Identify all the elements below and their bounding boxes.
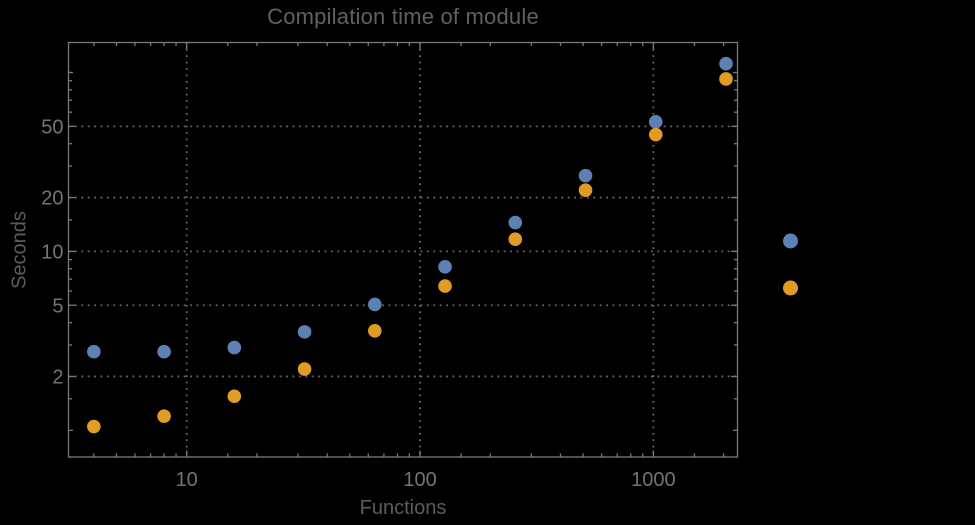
data-point-orange [648, 127, 663, 142]
legend-marker-blue [783, 233, 798, 249]
x-tick-label: 100 [403, 469, 436, 491]
data-point-blue [157, 344, 171, 359]
data-point-blue [227, 340, 242, 355]
y-tick-label: 50 [41, 116, 63, 138]
data-point-orange [368, 323, 382, 338]
data-point-orange [297, 362, 312, 376]
x-tick-label: 10 [176, 469, 198, 491]
x-tick-label: 1000 [631, 469, 676, 491]
data-point-orange [157, 409, 171, 423]
data-point-orange [87, 419, 101, 434]
data-point-blue [297, 325, 312, 339]
y-tick-label: 10 [41, 241, 63, 263]
data-point-blue [438, 260, 452, 274]
data-point-orange [438, 279, 452, 293]
data-point-blue [508, 215, 523, 230]
data-point-orange [578, 183, 593, 197]
data-point-orange [508, 232, 523, 247]
x-axis-label: Functions [359, 497, 447, 519]
data-point-blue [719, 56, 733, 71]
data-point-orange [719, 72, 733, 86]
y-tick-label: 20 [41, 188, 63, 210]
data-point-orange [227, 389, 242, 404]
data-point-blue [578, 168, 593, 183]
y-tick-label: 2 [52, 366, 63, 388]
legend-marker-orange [783, 280, 798, 296]
data-point-blue [648, 115, 663, 129]
y-tick-label: 5 [52, 295, 63, 317]
plot-frame [67, 41, 739, 458]
data-point-blue [368, 297, 382, 312]
chart-title: Compilation time of module [267, 4, 539, 29]
data-point-blue [87, 344, 101, 359]
